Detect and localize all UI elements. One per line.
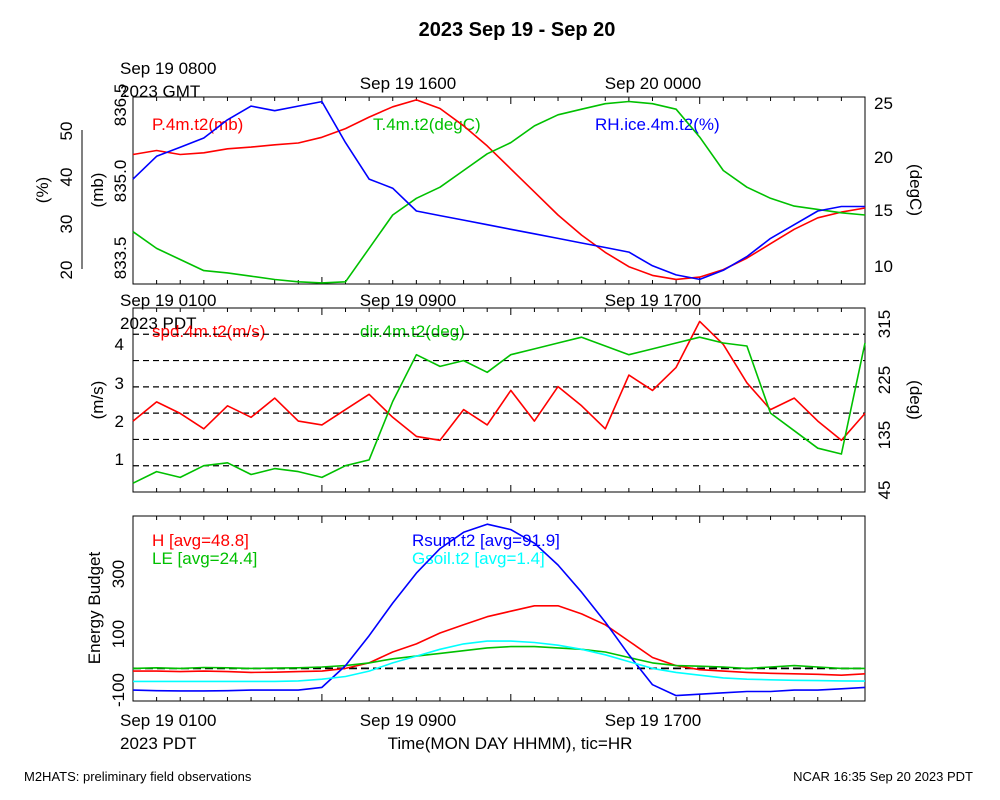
mb-tick-label: 833.5 (111, 237, 130, 280)
deg-tick-label: 315 (875, 310, 894, 338)
series-line-rh-ice-4m-t2 (132, 100, 865, 281)
top-panel-frame (132, 96, 866, 285)
middle-panel-frame (132, 307, 866, 493)
gmt-tick-2: Sep 20 0000 (605, 74, 701, 93)
x-axis-label: Time(MON DAY HHMM), tic=HR (388, 734, 633, 753)
ms-tick-label: 1 (115, 450, 124, 469)
deg-axis-label: (deg) (906, 380, 925, 420)
degc-tick-label: 25 (874, 94, 893, 113)
mb-axis-label: (mb) (88, 173, 107, 208)
legend-wind-speed: spd.4m.t2(m/s) (152, 322, 265, 341)
pct-tick-label: 30 (57, 215, 76, 234)
ms-tick-label: 3 (115, 374, 124, 393)
figure-title: 2023 Sep 19 - Sep 20 (419, 19, 616, 41)
pct-axis-ticks: 20 30 40 50 (57, 122, 76, 280)
degc-tick-label: 20 (874, 148, 893, 167)
bottom-panel-frame (132, 515, 866, 702)
pct-tick-label: 50 (57, 122, 76, 141)
energy-tick-label: -100 (109, 673, 128, 707)
pct-tick-label: 20 (57, 261, 76, 280)
degc-axis-ticks: 10 15 20 25 (874, 94, 893, 276)
legend-temperature: T.4m.t2(degC) (373, 115, 481, 134)
legend-wind-direction: dir.4m.t2(deg) (360, 322, 465, 341)
ms-tick-label: 4 (115, 335, 124, 354)
footer-left: M2HATS: preliminary field observations (24, 769, 252, 784)
mb-axis-ticks: 833.5 835.0 836.5 (111, 84, 130, 280)
energy-tick-label: 100 (109, 620, 128, 648)
pdt-zone-label-top: 2023 PDT (120, 314, 197, 333)
degc-axis-label: (degC) (906, 164, 925, 216)
ms-axis-ticks: 1 2 3 4 (115, 335, 124, 469)
ms-axis-label: (m/s) (88, 381, 107, 420)
pdt-zone-label-bottom: 2023 PDT (120, 734, 197, 753)
deg-tick-label: 225 (875, 366, 894, 394)
pdt-tick-0-top: Sep 19 0100 (120, 291, 216, 310)
energy-axis-ticks: -100 100 300 (109, 560, 128, 707)
degc-tick-label: 15 (874, 201, 893, 220)
deg-axis-ticks: 45 135 225 315 (875, 310, 894, 500)
series-line-le-avg-24-4 (132, 645, 865, 670)
energy-tick-label: 300 (109, 560, 128, 588)
pdt-tick-2-top: Sep 19 1700 (605, 291, 701, 310)
energy-axis-label: Energy Budget (85, 551, 104, 664)
pdt-tick-0-bottom: Sep 19 0100 (120, 711, 216, 730)
legend-latent-heat: LE [avg=24.4] (152, 549, 257, 568)
legend-pressure: P.4m.t2(mb) (152, 115, 243, 134)
series-line-spd-4m-t2-m-s (132, 320, 866, 442)
mb-tick-label: 836.5 (111, 84, 130, 127)
pdt-tick-2-bottom: Sep 19 1700 (605, 711, 701, 730)
series-line-t-4m-t2-degc (132, 100, 866, 284)
gmt-tick-1: Sep 19 1600 (360, 74, 456, 93)
pct-axis-label: (%) (33, 177, 52, 203)
pdt-tick-1-top: Sep 19 0900 (360, 291, 456, 310)
legend-soil-heat: Gsoil.t2 [avg=1.4] (412, 549, 545, 568)
series-line-h-avg-48-8 (133, 604, 866, 677)
ms-tick-label: 2 (115, 412, 124, 431)
pdt-tick-1-bottom: Sep 19 0900 (360, 711, 456, 730)
legend-rh-ice: RH.ice.4m.t2(%) (595, 115, 720, 134)
series-line-dir-4m-t2-deg (132, 336, 866, 484)
deg-tick-label: 135 (875, 421, 894, 449)
footer-right: NCAR 16:35 Sep 20 2023 PDT (793, 769, 973, 784)
deg-tick-label: 45 (875, 481, 894, 500)
legend-sensible-heat: H [avg=48.8] (152, 531, 249, 550)
series-line-gsoil-t2-avg-1-4 (133, 640, 866, 683)
series-line-rsum-t2-avg-91-9 (132, 523, 866, 697)
mb-tick-label: 835.0 (111, 160, 130, 203)
pct-tick-label: 40 (57, 168, 76, 187)
degc-tick-label: 10 (874, 257, 893, 276)
series-line-p-4m-t2-mb (132, 99, 866, 281)
plot-layer (132, 97, 866, 701)
gmt-zone-label: 2023 GMT (120, 82, 200, 101)
gmt-tick-0: Sep 19 0800 (120, 59, 216, 78)
